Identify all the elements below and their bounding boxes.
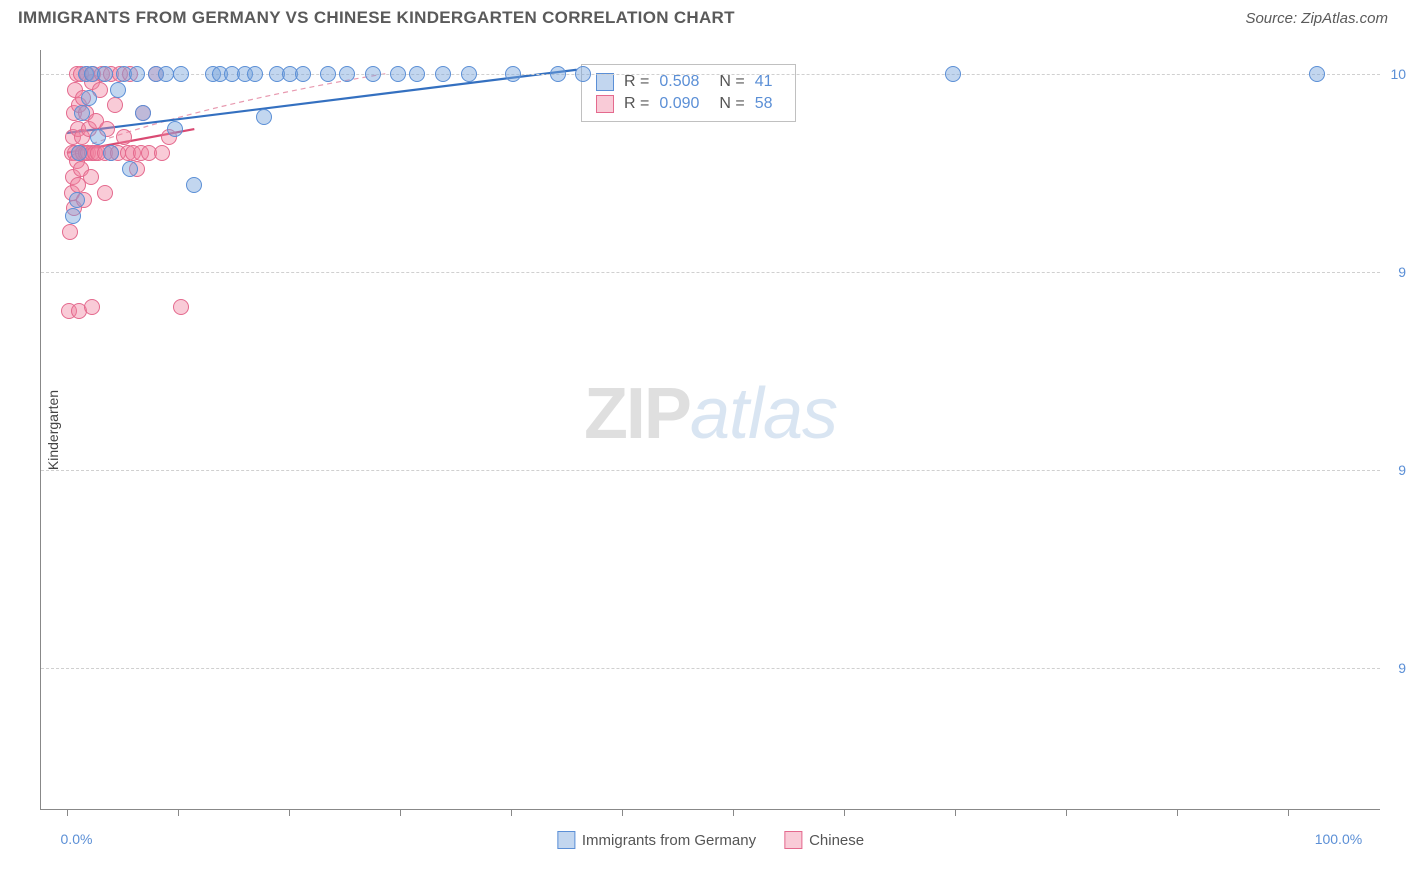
data-point	[409, 66, 425, 82]
stats-row: R = 0.090 N = 58	[596, 93, 781, 115]
x-tick	[844, 809, 845, 816]
stat-n-label: N =	[719, 95, 744, 113]
watermark-atlas: atlas	[690, 374, 837, 454]
x-tick	[67, 809, 68, 816]
data-point	[247, 66, 263, 82]
watermark: ZIPatlas	[584, 373, 837, 455]
data-point	[122, 161, 138, 177]
stat-n-label: N =	[719, 73, 744, 91]
legend-swatch	[557, 831, 575, 849]
data-point	[71, 145, 87, 161]
legend-item: Chinese	[784, 831, 864, 849]
x-tick	[622, 809, 623, 816]
data-point	[97, 66, 113, 82]
data-point	[945, 66, 961, 82]
x-tick	[733, 809, 734, 816]
gridline-h	[41, 470, 1380, 471]
series-swatch	[596, 73, 614, 91]
data-point	[167, 121, 183, 137]
data-point	[90, 129, 106, 145]
data-point	[129, 66, 145, 82]
legend-label: Chinese	[809, 832, 864, 849]
x-tick	[1288, 809, 1289, 816]
data-point	[62, 224, 78, 240]
stat-n-value: 41	[755, 73, 781, 91]
legend: Immigrants from Germany Chinese	[557, 831, 864, 849]
stat-r-label: R =	[624, 95, 649, 113]
data-point	[65, 208, 81, 224]
data-point	[435, 66, 451, 82]
data-point	[295, 66, 311, 82]
data-point	[173, 299, 189, 315]
watermark-zip: ZIP	[584, 374, 690, 454]
data-point	[74, 105, 90, 121]
data-point	[575, 66, 591, 82]
data-point	[1309, 66, 1325, 82]
x-label-left: 0.0%	[61, 831, 93, 847]
plot-area: Kindergarten ZIPatlas R = 0.508N = 41R =…	[40, 50, 1380, 810]
gridline-h	[41, 668, 1380, 669]
data-point	[158, 66, 174, 82]
stats-box: R = 0.508 N = 41 R = 0.090 N = 58	[581, 64, 796, 122]
data-point	[390, 66, 406, 82]
data-point	[107, 97, 123, 113]
gridline-h	[41, 272, 1380, 273]
chart-source: Source: ZipAtlas.com	[1245, 10, 1388, 27]
stat-n-value: 58	[755, 95, 781, 113]
y-tick-label: 92.5%	[1398, 660, 1406, 676]
data-point	[84, 299, 100, 315]
y-tick-label: 97.5%	[1398, 264, 1406, 280]
series-swatch	[596, 95, 614, 113]
data-point	[116, 129, 132, 145]
data-point	[550, 66, 566, 82]
data-point	[256, 109, 272, 125]
x-tick	[955, 809, 956, 816]
data-point	[135, 105, 151, 121]
chart-header: IMMIGRANTS FROM GERMANY VS CHINESE KINDE…	[0, 0, 1406, 32]
legend-item: Immigrants from Germany	[557, 831, 756, 849]
x-tick	[178, 809, 179, 816]
y-tick-label: 100.0%	[1391, 66, 1406, 82]
data-point	[505, 66, 521, 82]
y-axis-title: Kindergarten	[45, 389, 61, 469]
data-point	[103, 145, 119, 161]
data-point	[69, 192, 85, 208]
legend-label: Immigrants from Germany	[582, 832, 756, 849]
x-tick	[289, 809, 290, 816]
y-tick-label: 95.0%	[1398, 462, 1406, 478]
legend-swatch	[784, 831, 802, 849]
trend-lines-layer	[41, 50, 1380, 809]
chart-container: Kindergarten ZIPatlas R = 0.508N = 41R =…	[40, 50, 1380, 810]
stat-r-value: 0.090	[659, 95, 709, 113]
data-point	[173, 66, 189, 82]
stat-r-value: 0.508	[659, 73, 709, 91]
data-point	[97, 185, 113, 201]
x-tick	[511, 809, 512, 816]
stat-r-label: R =	[624, 73, 649, 91]
data-point	[154, 145, 170, 161]
data-point	[186, 177, 202, 193]
x-tick	[1177, 809, 1178, 816]
data-point	[110, 82, 126, 98]
data-point	[320, 66, 336, 82]
x-tick	[1066, 809, 1067, 816]
chart-title: IMMIGRANTS FROM GERMANY VS CHINESE KINDE…	[18, 8, 735, 28]
data-point	[365, 66, 381, 82]
x-tick	[400, 809, 401, 816]
x-label-right: 100.0%	[1315, 831, 1362, 847]
data-point	[81, 90, 97, 106]
data-point	[339, 66, 355, 82]
data-point	[461, 66, 477, 82]
data-point	[83, 169, 99, 185]
